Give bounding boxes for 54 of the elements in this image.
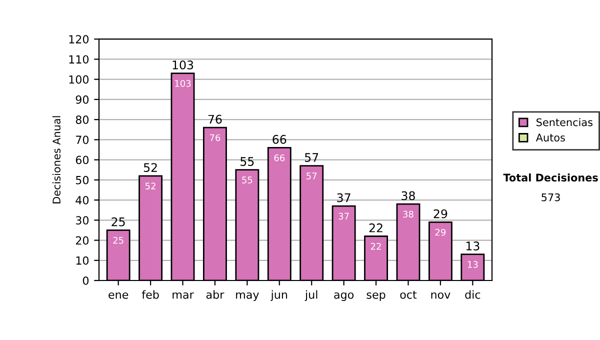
x-tick-label: abr [206,290,224,299]
y-tick-label: 60 [76,156,89,164]
y-tick-label: 0 [82,276,89,285]
total-label: 103 [172,60,194,70]
data-label: 38 [403,210,414,218]
total-label: 57 [305,153,318,162]
y-tick-label: 20 [76,236,89,245]
y-tick-label: 80 [76,116,89,124]
total-label: 13 [466,242,480,250]
data-label: 55 [242,176,252,184]
legend-label: Autos [536,134,565,142]
y-tick-label: 90 [76,95,89,104]
y-tick-label: 30 [76,216,89,225]
x-tick-label: ago [334,292,354,301]
total-label: 52 [144,163,157,172]
data-label: 57 [306,172,317,180]
x-tick-label: mar [172,292,194,299]
text: 573 [542,193,560,202]
x-tick-label: ene [108,292,128,299]
legend-label: Sentencias [536,118,592,126]
y-tick-label: 120 [69,35,89,44]
x-tick-label: dic [465,290,480,299]
x-tick-label: may [236,292,259,301]
total-label: 38 [402,191,415,200]
data-label: 13 [468,261,478,268]
x-tick-label: oct [400,290,417,299]
x-tick-label: jun [270,290,288,301]
data-label: 66 [274,154,285,162]
data-label: 52 [145,182,156,190]
y-tick-label: 50 [76,176,89,184]
total-label: 37 [337,193,350,202]
y-tick-label: 10 [76,256,89,265]
y-tick-label: 40 [76,196,89,204]
text: Total Decisiones [503,173,598,182]
total-label: 55 [240,157,254,166]
data-label: 22 [370,242,381,250]
y-tick-label: 110 [69,55,89,64]
x-tick-label: jul [304,290,318,301]
total-label: 25 [112,217,125,226]
total-label: 22 [369,223,382,232]
y-tick-label: 100 [69,75,89,84]
data-label: 29 [435,228,446,236]
x-tick-label: feb [142,290,159,299]
data-label: 76 [210,134,220,142]
data-label: 25 [113,236,124,244]
y-tick-label: 70 [76,136,89,144]
x-tick-label: nov [431,292,450,299]
total-label: 29 [434,209,448,218]
y-axis-title: Decisiones Anual [52,116,60,204]
total-label: 76 [208,114,222,124]
data-label: 103 [175,80,191,87]
data-label: 37 [338,212,349,220]
x-tick-label: sep [366,292,386,301]
total-label: 66 [272,134,286,144]
